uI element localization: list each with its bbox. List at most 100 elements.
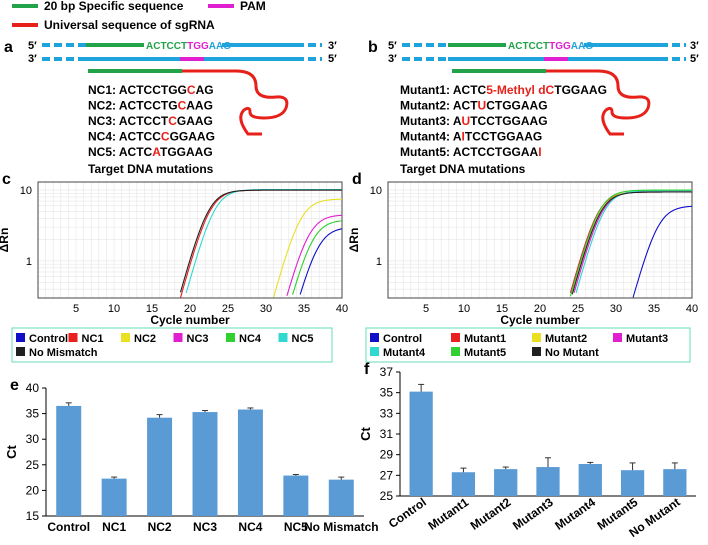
mutation-row-prefix: Mutant5: ACTCCTGGAA	[400, 145, 539, 159]
y-tick-label: 1	[26, 256, 32, 268]
y-tick-label: 10	[20, 185, 32, 197]
legend-label: Mutant2	[545, 333, 587, 345]
y-tick-label: 37	[380, 365, 394, 379]
panel-label: e	[10, 377, 19, 394]
mutation-row-prefix: NC5: ACTC	[88, 145, 153, 159]
legend-label: NC3	[187, 333, 209, 345]
legend-label: No Mutant	[545, 347, 599, 359]
amplification-curve	[286, 214, 343, 297]
panel-a-footer: Target DNA mutations	[88, 162, 214, 176]
y-tick-label: 27	[380, 468, 394, 482]
x-tick-label: NC3	[193, 520, 217, 534]
legend-swatch	[451, 333, 460, 342]
mutation-row-suffix: AG	[196, 83, 214, 97]
amplification-curve	[273, 198, 343, 298]
x-tick-label: 40	[686, 303, 698, 315]
y-tick-label: 20	[26, 483, 40, 497]
mutation-row-suffix: AAG	[186, 99, 213, 113]
x-tick-label: 25	[572, 303, 584, 315]
legend-label: Mutant4	[383, 347, 426, 359]
bar-chart-f: f25272931333537CtControlMutant1Mutant2Mu…	[358, 361, 696, 540]
x-tick-label: NC1	[102, 520, 126, 534]
y-tick-label: 33	[380, 406, 394, 420]
y-tick-label: 35	[26, 407, 40, 421]
target-sequence: ACTCCTTGGAAG	[146, 41, 231, 52]
panel-b-footer: Target DNA mutations	[400, 162, 526, 176]
x-tick-label: 10	[108, 303, 120, 315]
legend-specific-label: 20 bp Specific sequence	[44, 0, 184, 13]
mutation-row: Mutant2: ACTUCTGGAAG	[400, 99, 548, 113]
legend-universal-label: Universal sequence of sgRNA	[44, 18, 215, 32]
bar	[56, 405, 82, 516]
legend-box	[365, 327, 691, 363]
mutation-row-suffix: GGAAG	[170, 130, 215, 144]
line-chart-c: c 5 10 15 20 25 30 35 40 1 10 Cycle number ΔRn Contro…	[0, 171, 348, 363]
legend-swatch	[532, 347, 541, 356]
panel-a: a 5′ 3′ 3′ 5′ ACTCCTTGGAAG Target DNA mu…	[4, 39, 337, 176]
mutation-row-suffix: GAAG	[177, 114, 213, 128]
bar	[663, 469, 687, 496]
legend-label: Control	[29, 333, 68, 345]
bar	[237, 409, 263, 516]
bar	[328, 479, 354, 516]
plot-frame	[37, 181, 343, 299]
x-tick-label: Mutant4	[552, 495, 598, 533]
mutation-base: C	[161, 130, 170, 144]
legend-swatch	[68, 333, 78, 342]
x-tick-label: 35	[648, 303, 660, 315]
bar	[620, 470, 645, 496]
mutation-row-prefix: Mutant1: ACTC	[400, 83, 487, 97]
x-tick-label: 5	[73, 303, 79, 315]
legend-label: Mutant5	[464, 347, 506, 359]
panel-label: d	[352, 171, 362, 188]
mutation-row: Mutant1: ACTC5-Methyl dCTGGAAG	[400, 83, 607, 97]
bar	[283, 475, 309, 516]
bar	[494, 469, 518, 496]
panel-label: f	[364, 361, 370, 378]
y-tick-label: 25	[26, 458, 40, 472]
amplification-curve	[179, 189, 342, 293]
y-tick-label: 35	[380, 386, 394, 400]
three-prime-label: 3′	[690, 40, 699, 52]
bar-chart-e: e 15 20 25 30 35 40 Ct Control NC1 NC2 NC3 NC4 NC5No …	[4, 377, 379, 534]
x-tick-label: NC2	[148, 520, 172, 534]
y-tick-label: 10	[370, 185, 382, 197]
top-legend: 20 bp Specific sequence PAM Universal se…	[12, 0, 266, 32]
x-tick-label: 40	[336, 303, 348, 315]
amplification-curve	[569, 189, 692, 297]
amplification-curve	[299, 228, 343, 295]
x-tick-label: No Mismatch	[304, 520, 379, 534]
x-tick-label: 15	[146, 303, 158, 315]
bar	[101, 478, 127, 516]
x-tick-label: 10	[458, 303, 470, 315]
y-tick-label: 40	[26, 381, 40, 395]
amplification-curve	[185, 188, 342, 294]
y-tick-label: 31	[380, 427, 394, 441]
legend-swatch	[16, 333, 25, 342]
five-prime-label: 5′	[690, 53, 699, 65]
x-tick-label: 25	[222, 303, 234, 315]
legend-swatch	[173, 333, 183, 342]
mutation-row: NC4: ACTCCCGGAAG	[88, 130, 215, 144]
amplification-curve	[292, 220, 343, 295]
panel-b-label: b	[368, 39, 378, 56]
x-tick-label: 20	[184, 303, 196, 315]
y-axis-label: Ct	[358, 426, 373, 440]
x-tick-label: 35	[298, 303, 310, 315]
legend-swatch	[121, 333, 130, 342]
x-axis-label: Cycle number	[500, 313, 580, 327]
legend-swatch	[532, 333, 541, 342]
x-tick-label: 30	[260, 303, 272, 315]
legend-swatch	[370, 347, 379, 356]
x-tick-label: 5	[423, 303, 429, 315]
mutation-row-suffix: TGGAAG	[160, 145, 213, 159]
three-prime-label: 3′	[388, 53, 397, 65]
mutation-row-suffix: TCCTGGAAG	[465, 130, 542, 144]
legend-pam-label: PAM	[240, 0, 266, 13]
mutation-row-prefix: NC2: ACTCCTG	[88, 99, 178, 113]
x-tick-label: Mutant3	[510, 495, 556, 533]
amplification-curve	[632, 205, 693, 298]
mutation-row: Mutant4: AITCCTGGAAG	[400, 130, 542, 144]
mutation-row-prefix: NC4: ACTCC	[88, 130, 161, 144]
